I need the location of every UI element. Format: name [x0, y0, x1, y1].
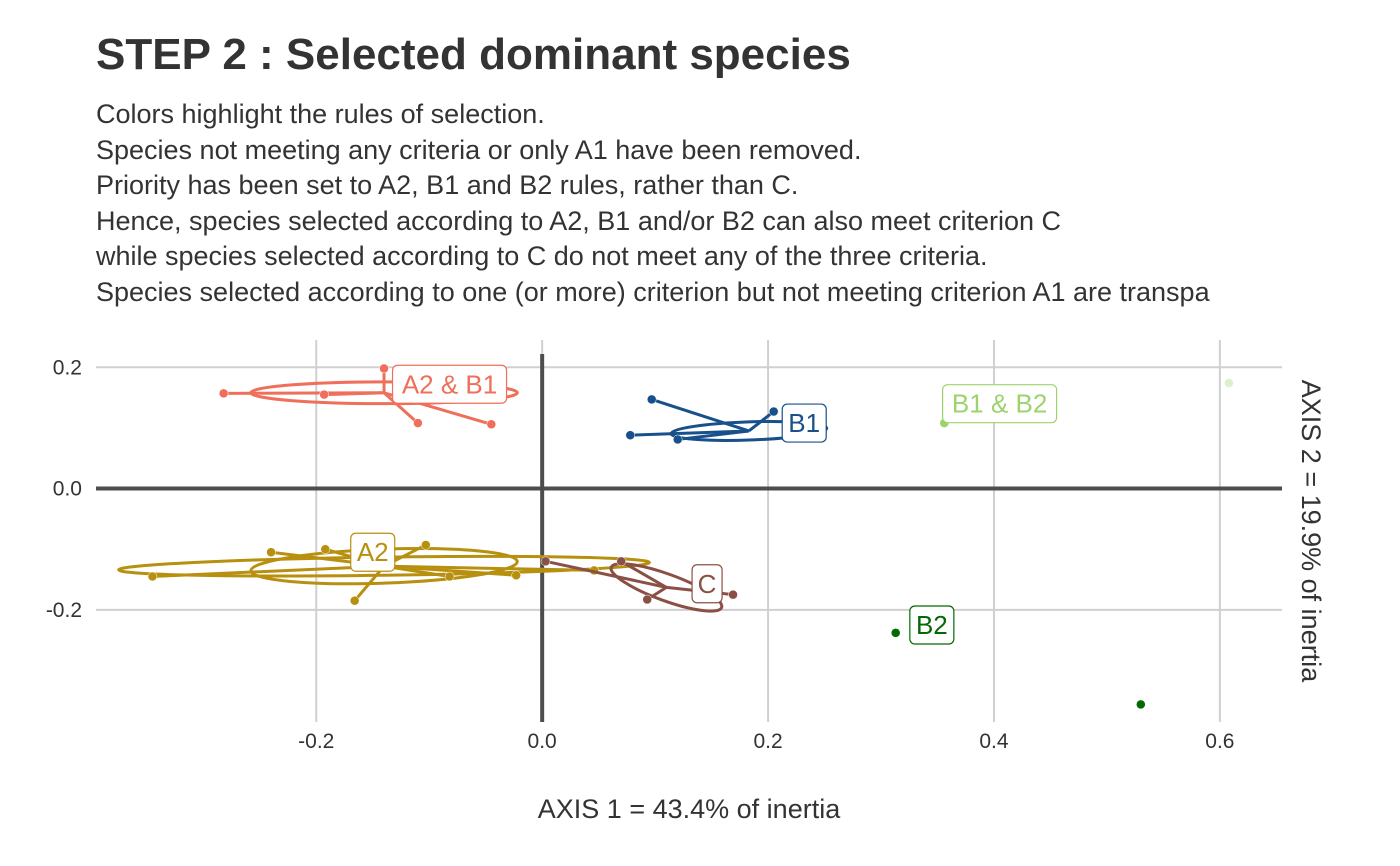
species-point [1224, 378, 1234, 388]
group-b2: B2 [890, 605, 1146, 710]
spider-segment [651, 397, 750, 433]
species-point [768, 406, 779, 417]
group-b1: B1 [625, 394, 829, 445]
species-point [320, 544, 331, 554]
x-axis-title: AXIS 1 = 43.4% of inertia [538, 794, 841, 824]
chart-title: STEP 2 : Selected dominant species [96, 30, 851, 79]
confidence-ellipse [609, 562, 724, 613]
y-axis-title: AXIS 2 = 19.9% of inertia [1296, 380, 1326, 683]
spider-segment [383, 564, 595, 572]
spider-segment [152, 564, 385, 578]
subtitle-line: Species not meeting any criteria or only… [96, 134, 862, 165]
species-point [218, 388, 229, 399]
group-label-box [909, 605, 955, 645]
group-label: B1 & B2 [952, 389, 1047, 419]
x-tick-label: 0.6 [1205, 730, 1234, 753]
species-point [1136, 699, 1146, 710]
group-a2-b1: A2 & B1 [218, 363, 519, 430]
y-tick-label: -0.2 [46, 599, 82, 622]
group-label: C [698, 569, 717, 599]
species-point [319, 389, 329, 400]
subtitle-line: Priority has been set to A2, B1 and B2 r… [96, 170, 799, 200]
spider-segment [383, 391, 419, 425]
species-point [421, 540, 431, 550]
group-label-box [781, 403, 827, 443]
group-label-box [942, 384, 1058, 424]
species-point [642, 594, 652, 605]
group-a2: A2 [117, 532, 651, 606]
group-b1-b2: B1 & B2 [939, 378, 1234, 428]
species-point [147, 571, 158, 582]
species-point [413, 418, 423, 428]
species-point [616, 556, 626, 567]
species-point [511, 570, 521, 581]
x-tick-label: 0.4 [979, 730, 1009, 753]
y-tick-label: 0.0 [53, 478, 82, 501]
group-label-box [691, 564, 723, 604]
species-point [672, 434, 683, 445]
spider-segment [324, 391, 385, 397]
y-tick-label: 0.2 [53, 356, 82, 379]
group-label: B1 [788, 408, 820, 438]
spider-segment [620, 560, 668, 589]
species-point [646, 394, 657, 405]
group-label: B2 [916, 610, 948, 640]
spider-segment [677, 429, 750, 441]
spider-segment [545, 559, 667, 589]
group-label: A2 & B1 [402, 369, 497, 399]
spider-segment [747, 410, 775, 433]
subtitle-line: while species selected according to C do… [96, 241, 988, 271]
species-point [890, 628, 901, 638]
species-point [728, 589, 738, 600]
species-point [486, 419, 497, 430]
x-tick-label: 0.2 [753, 730, 782, 753]
spider-segment [353, 565, 386, 602]
group-label-box [350, 532, 396, 572]
species-point [266, 547, 276, 557]
species-point [625, 430, 636, 440]
species-point [379, 363, 389, 374]
group-label: A2 [357, 537, 389, 567]
group-c: C [540, 556, 738, 613]
subtitle-line: Colors highlight the rules of selection. [96, 99, 545, 129]
subtitle-line: Hence, species selected according to A2,… [96, 205, 1062, 236]
subtitle-line: Species selected according to one (or mo… [96, 276, 1210, 307]
tick-labels: -0.2 0.0 0.2 0.4 0.6 -0.2 0.0 0.2 [46, 356, 1235, 753]
species-point [444, 571, 455, 582]
x-tick-label: -0.2 [298, 730, 334, 753]
x-tick-label: 0.0 [528, 730, 557, 753]
zero-axes [96, 354, 1282, 722]
spider-segment [630, 429, 749, 437]
species-point [540, 556, 551, 567]
group-label-box [391, 364, 508, 404]
species-point [349, 595, 360, 606]
species-groups: A2 & B1 B1 B1 & B2 A2 C B2 [117, 363, 1234, 710]
grid [96, 340, 1282, 722]
chart-subtitle: Colors highlight the rules of selection.… [96, 97, 1210, 310]
